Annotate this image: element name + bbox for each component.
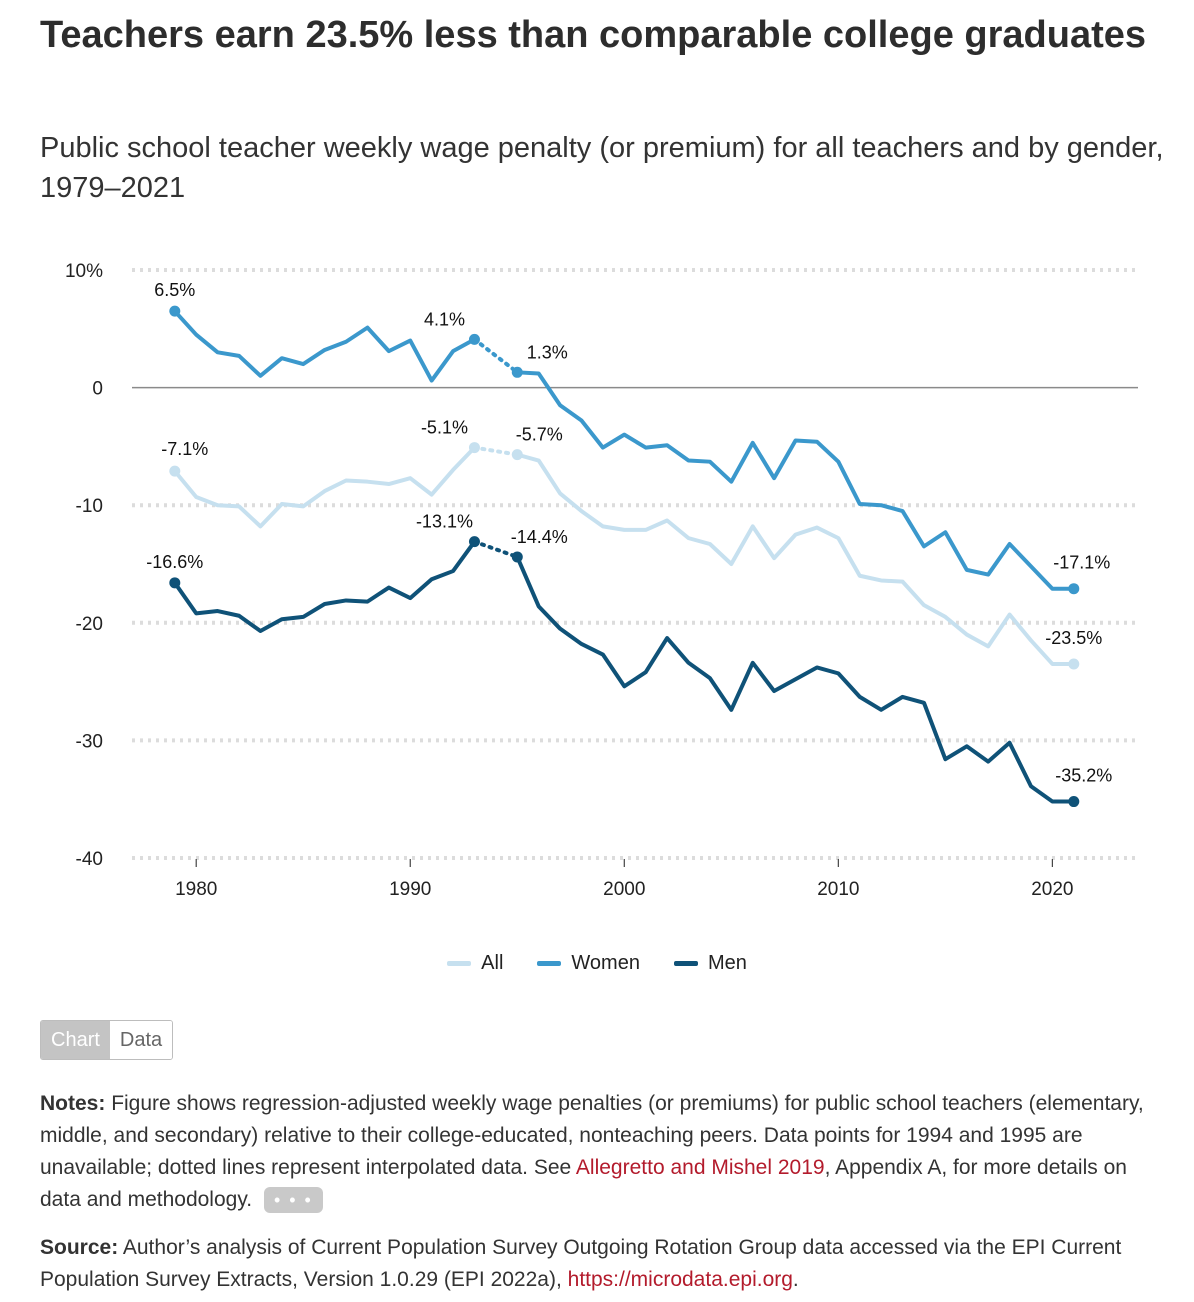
line-chart: 10% 0 -10 -20 -30 -40 1980 1990 2000 2010 2020 -7.… bbox=[65, 261, 1138, 900]
legend-swatch-all bbox=[447, 961, 472, 966]
chart-subtitle: Public school teacher weekly wage penalt… bbox=[40, 132, 1164, 204]
notes-tail: , Appendix A, for more details on data a… bbox=[40, 1156, 1127, 1211]
x-tick-label: 1980 bbox=[175, 879, 217, 900]
y-tick-label: -30 bbox=[76, 731, 103, 752]
chart-title: Teachers earn 23.5% less than comparable… bbox=[40, 14, 1147, 56]
microdata-link[interactable]: https://microdata.epi.org bbox=[567, 1268, 793, 1291]
chart-tab[interactable]: Chart bbox=[41, 1021, 110, 1059]
legend-label-women: Women bbox=[571, 952, 640, 974]
series-line-men bbox=[172, 539, 477, 634]
data-label-men-1995: -14.4% bbox=[511, 527, 568, 547]
data-labels: -7.1% -5.1% -5.7% -23.5% 6.5% 4.1% 1.3% -17.1% -… bbox=[146, 280, 1112, 785]
series-points bbox=[169, 305, 1080, 808]
data-label-all-2021: -23.5% bbox=[1045, 628, 1102, 648]
y-tick-label: -40 bbox=[76, 849, 103, 870]
data-label-all-1993: -5.1% bbox=[421, 418, 468, 438]
data-label-women-2021: -17.1% bbox=[1053, 553, 1110, 573]
series-line-all bbox=[172, 445, 477, 529]
x-tick-label: 2020 bbox=[1031, 879, 1073, 900]
legend-item-women[interactable]: Women bbox=[537, 952, 640, 975]
notes-label: Notes: bbox=[40, 1092, 106, 1115]
data-label-men-1979: -16.6% bbox=[146, 552, 203, 572]
series-line-women bbox=[515, 370, 1076, 591]
x-tick-label: 1990 bbox=[389, 879, 431, 900]
more-notes-button[interactable]: • • • bbox=[263, 1187, 323, 1214]
series-lines bbox=[172, 309, 1076, 804]
point-all-1995 bbox=[511, 449, 523, 461]
point-women-1979 bbox=[169, 305, 181, 317]
data-label-women-1995: 1.3% bbox=[527, 342, 568, 362]
data-label-all-1995: -5.7% bbox=[516, 425, 563, 445]
legend-item-all[interactable]: All bbox=[447, 952, 503, 975]
interpolated-line-women bbox=[472, 337, 520, 375]
gridlines bbox=[132, 268, 1138, 860]
interpolated-line-all bbox=[472, 445, 520, 457]
allegretto-mishel-link[interactable]: Allegretto and Mishel 2019 bbox=[575, 1156, 825, 1179]
chart-data-toggle: Chart Data bbox=[40, 1020, 174, 1060]
legend-label-all: All bbox=[481, 952, 504, 974]
legend-swatch-men bbox=[673, 961, 698, 966]
point-men-1995 bbox=[511, 551, 523, 563]
x-tick-label: 2000 bbox=[603, 879, 645, 900]
data-label-men-2021: -35.2% bbox=[1055, 766, 1112, 786]
series-line-men bbox=[515, 554, 1076, 804]
data-label-women-1993: 4.1% bbox=[424, 309, 465, 329]
y-tick-label: 0 bbox=[92, 379, 103, 400]
x-tick-label: 2010 bbox=[817, 879, 859, 900]
data-tab[interactable]: Data bbox=[109, 1021, 173, 1059]
point-all-1979 bbox=[169, 465, 181, 477]
point-women-1995 bbox=[511, 366, 523, 378]
data-label-women-1979: 6.5% bbox=[154, 280, 195, 300]
source-label: Source: bbox=[40, 1236, 119, 1259]
point-men-1993 bbox=[468, 536, 480, 548]
point-men-2021 bbox=[1068, 796, 1080, 808]
source: Source: Author’s analysis of Current Pop… bbox=[40, 1232, 1170, 1296]
point-men-1979 bbox=[169, 577, 181, 589]
point-all-1993 bbox=[468, 442, 480, 454]
data-label-men-1993: -13.1% bbox=[416, 512, 473, 532]
source-tail: . bbox=[792, 1268, 799, 1291]
y-tick-label: -10 bbox=[76, 496, 103, 517]
series-line-women bbox=[172, 309, 477, 383]
y-tick-label: 10% bbox=[65, 261, 103, 282]
notes: Notes: Figure shows regression-adjusted … bbox=[40, 1088, 1170, 1216]
legend-label-men: Men bbox=[707, 952, 747, 974]
legend-swatch-women bbox=[537, 961, 562, 966]
source-text: Author’s analysis of Current Population … bbox=[40, 1236, 1122, 1291]
chart-legend: All Women Men bbox=[0, 952, 1194, 975]
interpolated-line-men bbox=[472, 539, 520, 559]
data-label-all-1979: -7.1% bbox=[161, 439, 208, 459]
notes-text: Figure shows regression-adjusted weekly … bbox=[40, 1092, 1144, 1179]
point-women-2021 bbox=[1068, 583, 1080, 595]
y-tick-label: -20 bbox=[76, 614, 103, 635]
series-line-all bbox=[515, 452, 1076, 666]
point-all-2021 bbox=[1068, 658, 1080, 670]
legend-item-men[interactable]: Men bbox=[673, 952, 747, 975]
axes: 10% 0 -10 -20 -30 -40 1980 1990 2000 2010 2020 bbox=[65, 261, 1074, 900]
point-women-1993 bbox=[468, 333, 480, 345]
